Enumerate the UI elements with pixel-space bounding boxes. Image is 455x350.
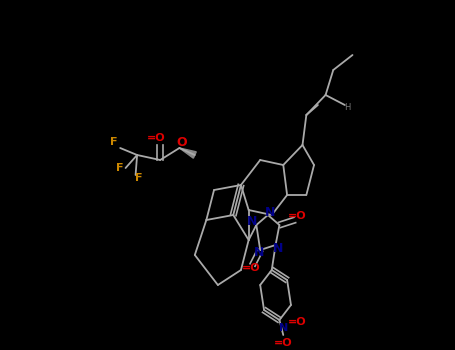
- Text: N: N: [273, 241, 283, 254]
- Text: N: N: [278, 323, 288, 333]
- Text: F: F: [135, 173, 142, 183]
- Text: H: H: [344, 104, 350, 112]
- Text: F: F: [116, 163, 124, 173]
- Text: O: O: [177, 135, 187, 148]
- Text: =O: =O: [288, 317, 306, 327]
- Text: N: N: [253, 245, 264, 259]
- Text: F: F: [110, 137, 118, 147]
- Polygon shape: [179, 148, 196, 158]
- Text: =O: =O: [274, 338, 293, 348]
- Text: =O: =O: [288, 211, 306, 221]
- Text: =O: =O: [242, 263, 260, 273]
- Text: =O: =O: [147, 133, 166, 143]
- Text: N: N: [248, 216, 258, 229]
- Text: N: N: [265, 205, 275, 218]
